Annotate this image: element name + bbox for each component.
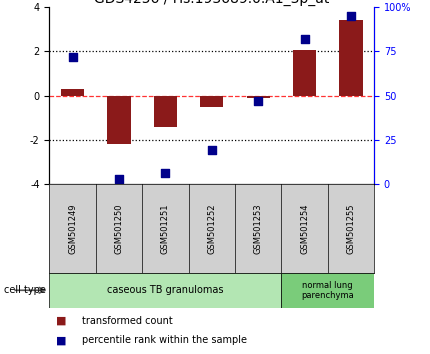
- Text: GSM501251: GSM501251: [161, 203, 170, 253]
- Bar: [49, 273, 281, 308]
- Text: GSM501252: GSM501252: [207, 203, 216, 253]
- Text: normal lung
parenchyma: normal lung parenchyma: [301, 281, 354, 300]
- Bar: [154, 96, 177, 126]
- Text: ■: ■: [56, 316, 66, 326]
- Bar: [200, 96, 223, 107]
- Point: [116, 176, 123, 182]
- Point: [162, 171, 169, 176]
- Point: [301, 36, 308, 42]
- Text: caseous TB granulomas: caseous TB granulomas: [107, 285, 224, 295]
- Point: [255, 98, 261, 104]
- Bar: [61, 89, 84, 96]
- Text: GSM501253: GSM501253: [254, 203, 263, 254]
- Point: [209, 148, 215, 153]
- Text: GSM501249: GSM501249: [68, 203, 77, 253]
- Text: GSM501255: GSM501255: [347, 203, 356, 253]
- Bar: [246, 96, 270, 98]
- Point: [69, 54, 76, 59]
- Text: cell type: cell type: [4, 285, 46, 295]
- Point: [347, 13, 354, 19]
- Text: GSM501254: GSM501254: [300, 203, 309, 253]
- Text: transformed count: transformed count: [82, 316, 172, 326]
- Bar: [339, 20, 362, 96]
- Text: GSM501250: GSM501250: [114, 203, 123, 253]
- Text: ■: ■: [56, 335, 66, 345]
- Title: GDS4256 / Hs.193689.0.A1_3p_at: GDS4256 / Hs.193689.0.A1_3p_at: [94, 0, 329, 6]
- Bar: [108, 96, 131, 144]
- Text: percentile rank within the sample: percentile rank within the sample: [82, 335, 247, 345]
- Bar: [281, 273, 374, 308]
- Bar: [293, 50, 316, 96]
